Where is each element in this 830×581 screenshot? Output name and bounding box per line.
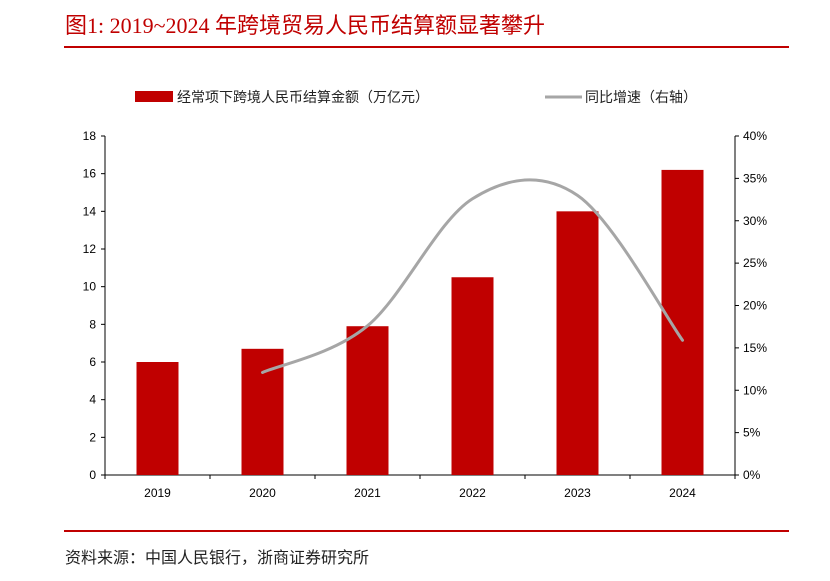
bar-2020 (241, 348, 284, 475)
x-tick-label: 2024 (669, 486, 696, 500)
right-tick-label: 5% (743, 426, 761, 440)
right-tick-label: 30% (743, 214, 767, 228)
right-tick-label: 20% (743, 299, 767, 313)
left-tick-label: 16 (83, 167, 97, 181)
right-tick-label: 25% (743, 256, 767, 270)
growth-rate-line (261, 178, 684, 374)
legend-label-bar: 经常项下跨境人民币结算金额（万亿元） (177, 90, 429, 106)
bar-2022 (451, 277, 494, 475)
x-tick-label: 2019 (144, 486, 171, 500)
left-tick-label: 2 (89, 430, 96, 444)
left-tick-label: 0 (89, 468, 96, 482)
bar-2024 (661, 169, 704, 475)
bar-2021 (346, 326, 389, 475)
source-note: 资料来源：中国人民银行，浙商证券研究所 (65, 548, 370, 567)
x-tick-label: 2020 (249, 486, 276, 500)
x-tick-label: 2022 (459, 486, 486, 500)
left-tick-label: 4 (89, 393, 96, 407)
x-tick-label: 2023 (564, 486, 591, 500)
title-rule (64, 46, 789, 48)
bar-2023 (556, 211, 599, 476)
left-tick-label: 10 (83, 280, 97, 294)
chart-title: 图1: 2019~2024 年跨境贸易人民币结算额显著攀升 (65, 13, 546, 38)
left-tick-label: 6 (89, 355, 96, 369)
right-tick-label: 15% (743, 341, 767, 355)
bar-2019 (136, 362, 179, 475)
left-tick-label: 12 (83, 242, 97, 256)
legend-swatch-bar (135, 91, 173, 102)
left-tick-label: 14 (83, 204, 97, 218)
legend-label-line: 同比增速（右轴） (585, 90, 697, 106)
left-tick-label: 8 (89, 317, 96, 331)
right-tick-label: 35% (743, 171, 767, 185)
left-tick-label: 18 (83, 129, 97, 143)
right-tick-label: 10% (743, 383, 767, 397)
footer-rule (64, 530, 789, 532)
legend: 经常项下跨境人民币结算金额（万亿元） 同比增速（右轴） (135, 90, 697, 106)
x-tick-label: 2021 (354, 486, 381, 500)
right-tick-label: 0% (743, 468, 761, 482)
right-tick-label: 40% (743, 129, 767, 143)
